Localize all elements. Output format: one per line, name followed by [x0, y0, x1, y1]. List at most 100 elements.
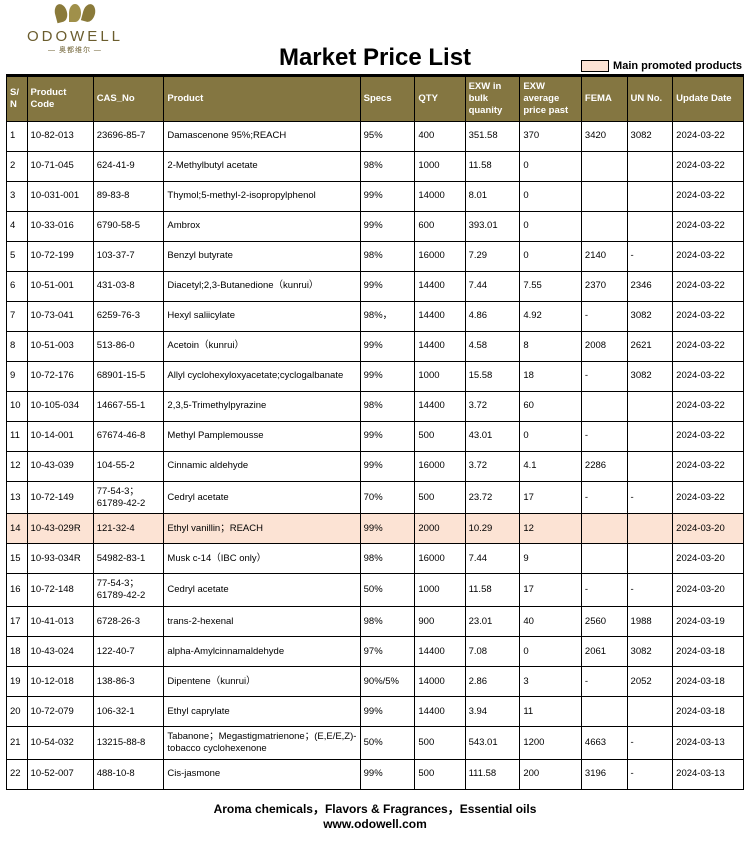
cell-un: -	[627, 481, 673, 514]
cell-un	[627, 421, 673, 451]
cell-fema: 2560	[581, 607, 627, 637]
cell-sn: 8	[7, 331, 28, 361]
cell-fema: -	[581, 421, 627, 451]
cell-un	[627, 211, 673, 241]
cell-date: 2024-03-13	[673, 759, 744, 789]
table-row: 610-51-001431-03-8Diacetyl;2,3-Butanedio…	[7, 271, 744, 301]
cell-un: 3082	[627, 361, 673, 391]
cell-code: 10-031-001	[27, 181, 93, 211]
cell-date: 2024-03-20	[673, 574, 744, 607]
cell-date: 2024-03-22	[673, 121, 744, 151]
cell-product: trans-2-hexenal	[164, 607, 360, 637]
cell-fema	[581, 697, 627, 727]
cell-qty: 1000	[415, 574, 465, 607]
cell-exw_bulk: 7.29	[465, 241, 520, 271]
cell-fema: 2061	[581, 637, 627, 667]
cell-product: Hexyl saliicylate	[164, 301, 360, 331]
cell-exw_avg: 12	[520, 514, 582, 544]
cell-qty: 2000	[415, 514, 465, 544]
cell-code: 10-72-176	[27, 361, 93, 391]
cell-cas: 77-54-3；61789-42-2	[93, 574, 164, 607]
footer: Aroma chemicals，Flavors & Fragrances，Ess…	[6, 790, 744, 837]
cell-specs: 50%	[360, 727, 415, 760]
cell-fema: 4663	[581, 727, 627, 760]
cell-cas: 104-55-2	[93, 451, 164, 481]
cell-exw_avg: 8	[520, 331, 582, 361]
cell-specs: 99%	[360, 697, 415, 727]
cell-exw_bulk: 2.86	[465, 667, 520, 697]
cell-sn: 5	[7, 241, 28, 271]
cell-product: alpha-Amylcinnamaldehyde	[164, 637, 360, 667]
cell-exw_avg: 17	[520, 574, 582, 607]
cell-sn: 16	[7, 574, 28, 607]
cell-product: Ethyl vanillin；REACH	[164, 514, 360, 544]
cell-date: 2024-03-22	[673, 481, 744, 514]
cell-qty: 16000	[415, 544, 465, 574]
cell-cas: 122-40-7	[93, 637, 164, 667]
table-row: 2210-52-007488-10-8Cis-jasmone99%500111.…	[7, 759, 744, 789]
cell-fema: 2370	[581, 271, 627, 301]
cell-qty: 400	[415, 121, 465, 151]
cell-product: Cis-jasmone	[164, 759, 360, 789]
col-header: S/N	[7, 77, 28, 122]
cell-specs: 98%	[360, 607, 415, 637]
cell-qty: 1000	[415, 151, 465, 181]
table-row: 410-33-0166790-58-5Ambrox99%600393.01020…	[7, 211, 744, 241]
cell-cas: 67674-46-8	[93, 421, 164, 451]
cell-fema: -	[581, 361, 627, 391]
cell-specs: 99%	[360, 514, 415, 544]
table-row: 1910-12-018138-86-3Dipentene（kunrui）90%/…	[7, 667, 744, 697]
cell-qty: 500	[415, 727, 465, 760]
table-row: 110-82-01323696-85-7Damascenone 95%;REAC…	[7, 121, 744, 151]
table-row: 2010-72-079106-32-1Ethyl caprylate99%144…	[7, 697, 744, 727]
cell-code: 10-41-013	[27, 607, 93, 637]
cell-cas: 431-03-8	[93, 271, 164, 301]
cell-product: Allyl cyclohexyloxyacetate;cyclogalbanat…	[164, 361, 360, 391]
cell-exw_avg: 17	[520, 481, 582, 514]
cell-exw_avg: 1200	[520, 727, 582, 760]
cell-product: 2,3,5-Trimethylpyrazine	[164, 391, 360, 421]
table-row: 310-031-00189-83-8Thymol;5-methyl-2-isop…	[7, 181, 744, 211]
cell-exw_bulk: 23.72	[465, 481, 520, 514]
col-header: Product	[164, 77, 360, 122]
cell-product: Diacetyl;2,3-Butanedione（kunrui）	[164, 271, 360, 301]
cell-sn: 20	[7, 697, 28, 727]
cell-code: 10-33-016	[27, 211, 93, 241]
cell-date: 2024-03-22	[673, 301, 744, 331]
cell-sn: 22	[7, 759, 28, 789]
cell-un: 3082	[627, 301, 673, 331]
cell-code: 10-43-039	[27, 451, 93, 481]
cell-cas: 77-54-3；61789-42-2	[93, 481, 164, 514]
cell-exw_bulk: 351.58	[465, 121, 520, 151]
cell-un: -	[627, 241, 673, 271]
cell-un: 2052	[627, 667, 673, 697]
cell-exw_avg: 0	[520, 151, 582, 181]
cell-product: 2-Methylbutyl acetate	[164, 151, 360, 181]
cell-sn: 6	[7, 271, 28, 301]
cell-exw_avg: 11	[520, 697, 582, 727]
cell-sn: 18	[7, 637, 28, 667]
cell-sn: 13	[7, 481, 28, 514]
cell-exw_avg: 0	[520, 211, 582, 241]
cell-date: 2024-03-18	[673, 667, 744, 697]
col-header: EXW average price past	[520, 77, 582, 122]
cell-code: 10-71-045	[27, 151, 93, 181]
cell-sn: 9	[7, 361, 28, 391]
table-row: 1110-14-00167674-46-8Methyl Pamplemousse…	[7, 421, 744, 451]
cell-sn: 12	[7, 451, 28, 481]
table-row: 1210-43-039104-55-2Cinnamic aldehyde99%1…	[7, 451, 744, 481]
cell-fema: -	[581, 301, 627, 331]
cell-fema: -	[581, 481, 627, 514]
cell-fema	[581, 544, 627, 574]
cell-exw_avg: 0	[520, 637, 582, 667]
cell-fema: -	[581, 667, 627, 697]
footer-tagline: Aroma chemicals，Flavors & Fragrances，Ess…	[6, 800, 744, 817]
cell-exw_bulk: 23.01	[465, 607, 520, 637]
cell-fema	[581, 181, 627, 211]
cell-exw_bulk: 3.72	[465, 451, 520, 481]
cell-un	[627, 451, 673, 481]
cell-code: 10-72-149	[27, 481, 93, 514]
legend-swatch	[581, 60, 609, 72]
table-row: 1510-93-034R54982-83-1Musk c-14（IBC only…	[7, 544, 744, 574]
cell-fema: 2140	[581, 241, 627, 271]
